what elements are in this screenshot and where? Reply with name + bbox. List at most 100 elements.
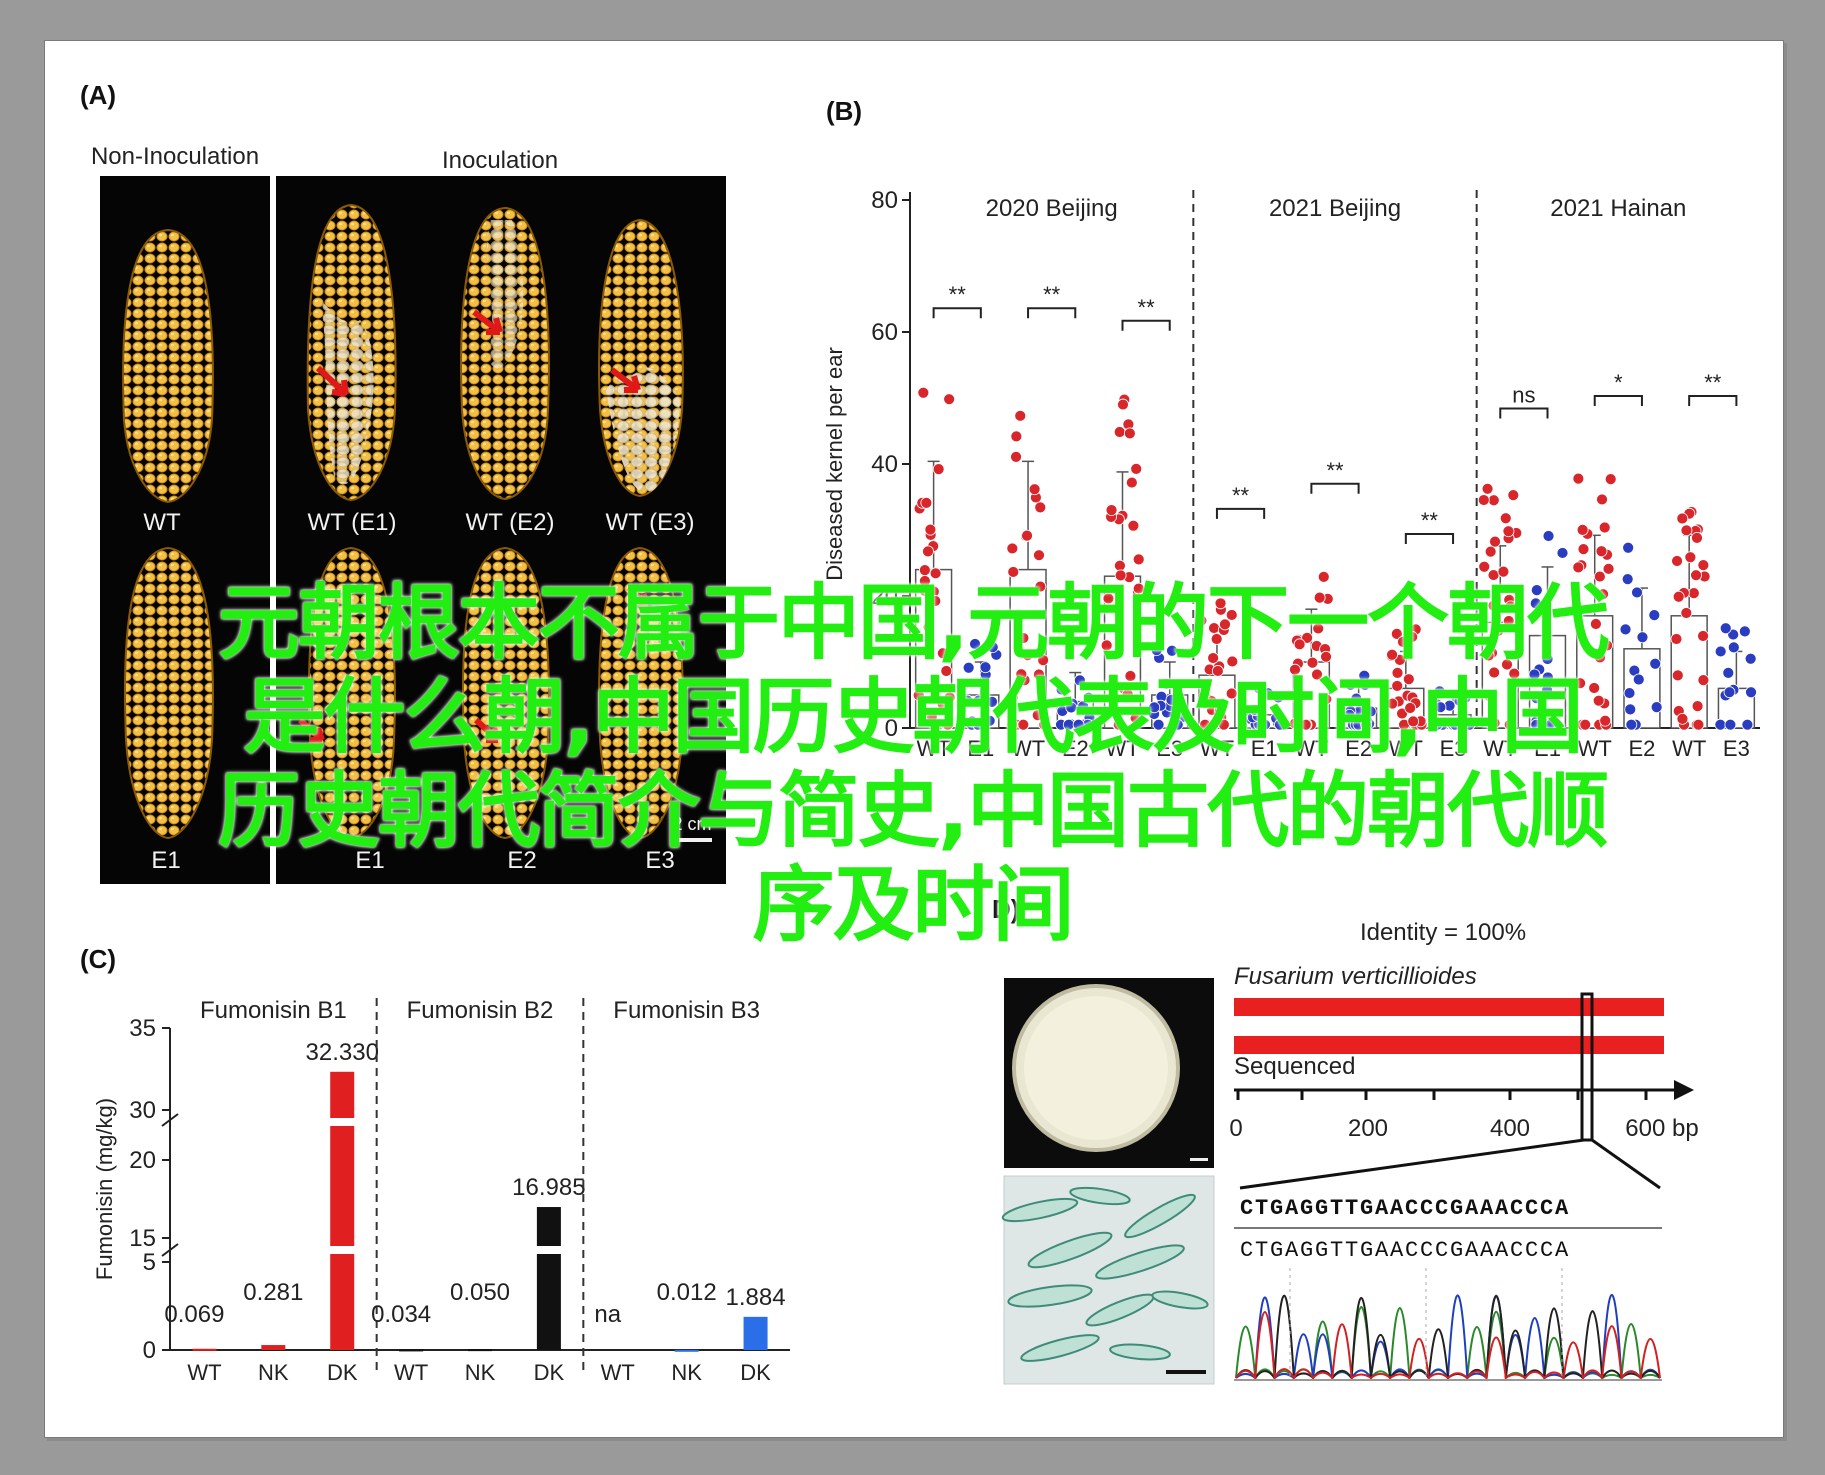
data-point — [1621, 573, 1634, 586]
data-point — [1072, 718, 1085, 731]
value-label: 0.012 — [657, 1279, 717, 1306]
data-point — [1017, 718, 1030, 731]
data-point — [1507, 489, 1520, 502]
data-point — [1034, 580, 1047, 593]
x-tick-label: NK — [671, 1360, 702, 1385]
data-point — [1213, 704, 1226, 716]
corn-ear-wt-e3-rot — [606, 367, 680, 494]
data-point — [1386, 648, 1398, 661]
data-point — [918, 575, 931, 587]
data-point — [1592, 694, 1605, 707]
data-point — [962, 661, 975, 674]
data-point — [1121, 688, 1134, 701]
data-point — [1272, 691, 1285, 704]
data-point — [1676, 712, 1689, 725]
bar — [261, 1345, 286, 1350]
chromatogram-trace — [1235, 1293, 1661, 1382]
data-point — [1488, 717, 1501, 729]
data-point — [1124, 670, 1137, 682]
x-tick-label: WT — [187, 1360, 221, 1385]
data-point — [1579, 718, 1592, 731]
data-point — [1100, 639, 1113, 652]
data-point — [1006, 542, 1019, 555]
data-point — [1105, 504, 1118, 517]
overlay-caption-line-2: 是什么朝,中国历史朝代表及时间,中国 — [243, 670, 1583, 765]
x-tick-label: E2 — [1345, 736, 1372, 761]
corn-ear-wt — [122, 228, 214, 504]
data-point — [1350, 692, 1363, 705]
data-point — [1148, 701, 1161, 714]
panel-c-label: (C) — [80, 944, 116, 974]
significance-bracket — [1499, 407, 1549, 419]
y-axis-title: Fumonisin (mg/kg) — [92, 1098, 117, 1280]
data-point — [1691, 700, 1704, 713]
y-tick-label: 60 — [871, 319, 898, 346]
significance-bracket — [1027, 307, 1077, 319]
bar — [330, 1071, 355, 1350]
x-tick-label: E1 — [1251, 736, 1278, 761]
data-point — [1649, 657, 1662, 670]
value-label: 0.034 — [371, 1301, 431, 1328]
data-point — [1719, 622, 1732, 635]
bar-break — [534, 1246, 563, 1254]
panel-a-group-non-inoculation: Non-Inoculation — [91, 143, 259, 170]
data-point — [1598, 521, 1611, 534]
culture-colony — [1024, 996, 1168, 1140]
data-point — [1129, 712, 1142, 724]
data-point — [1320, 693, 1333, 706]
bp-tick-600: 600 bp — [1625, 1115, 1698, 1142]
data-point — [1596, 493, 1608, 506]
data-point — [1211, 665, 1224, 677]
data-point — [1010, 430, 1023, 443]
data-point — [1545, 718, 1557, 731]
panel-a-ears-bottom — [123, 546, 684, 840]
significance-label: ** — [1232, 483, 1250, 508]
bar — [743, 1316, 768, 1350]
data-point — [1530, 692, 1543, 705]
data-point — [922, 545, 934, 558]
data-point — [917, 386, 930, 399]
data-point — [936, 698, 949, 710]
data-point — [918, 564, 931, 577]
fumonisin-chart: 0 515 20 30 35 Fumonisin (mg/kg) Fumonisin B1 0… — [92, 997, 790, 1385]
x-tick-label: E3 — [1723, 736, 1750, 761]
identity-label: Identity = 100% — [1360, 919, 1526, 946]
scale-bar-label: 2 cm — [672, 814, 711, 834]
data-point — [924, 523, 937, 536]
significance-label: ** — [949, 282, 967, 307]
data-point — [1407, 715, 1420, 728]
data-point — [1727, 628, 1740, 641]
x-tick-label: WT — [1672, 736, 1706, 761]
data-point — [1207, 652, 1220, 664]
label-wt-e1: WT (E1) — [308, 509, 397, 536]
data-point — [1205, 695, 1218, 708]
x-tick-label: WT — [1578, 736, 1612, 761]
x-tick-label: WT — [1483, 736, 1517, 761]
data-point — [1623, 687, 1636, 699]
data-point — [943, 393, 956, 406]
significance-bracket — [932, 307, 982, 319]
label-wt-e2: WT (E2) — [466, 509, 555, 536]
data-point — [1528, 668, 1541, 681]
bp-axis-arrow — [1674, 1080, 1694, 1100]
data-point — [1680, 607, 1693, 619]
x-tick-label: WT — [1294, 736, 1328, 761]
data-point — [1005, 693, 1018, 706]
data-point — [1481, 482, 1494, 495]
data-point — [1530, 584, 1543, 597]
data-point — [1722, 666, 1735, 679]
panel-b-label: (B) — [826, 96, 862, 126]
label-wt: WT — [143, 509, 181, 536]
data-point — [1391, 680, 1404, 692]
significance-bracket — [1310, 482, 1360, 494]
x-tick-label: WT — [1389, 736, 1423, 761]
data-point — [1572, 561, 1585, 574]
bp-axis-labels: 0 200 400 600 bp — [1229, 1115, 1698, 1142]
y-tick-label: 40 — [871, 451, 898, 478]
data-point — [1312, 622, 1325, 635]
data-point — [1597, 588, 1609, 601]
data-point — [1274, 718, 1286, 731]
data-point — [1132, 582, 1145, 595]
corn-ear-e2 — [461, 546, 550, 840]
data-point — [1636, 631, 1649, 644]
